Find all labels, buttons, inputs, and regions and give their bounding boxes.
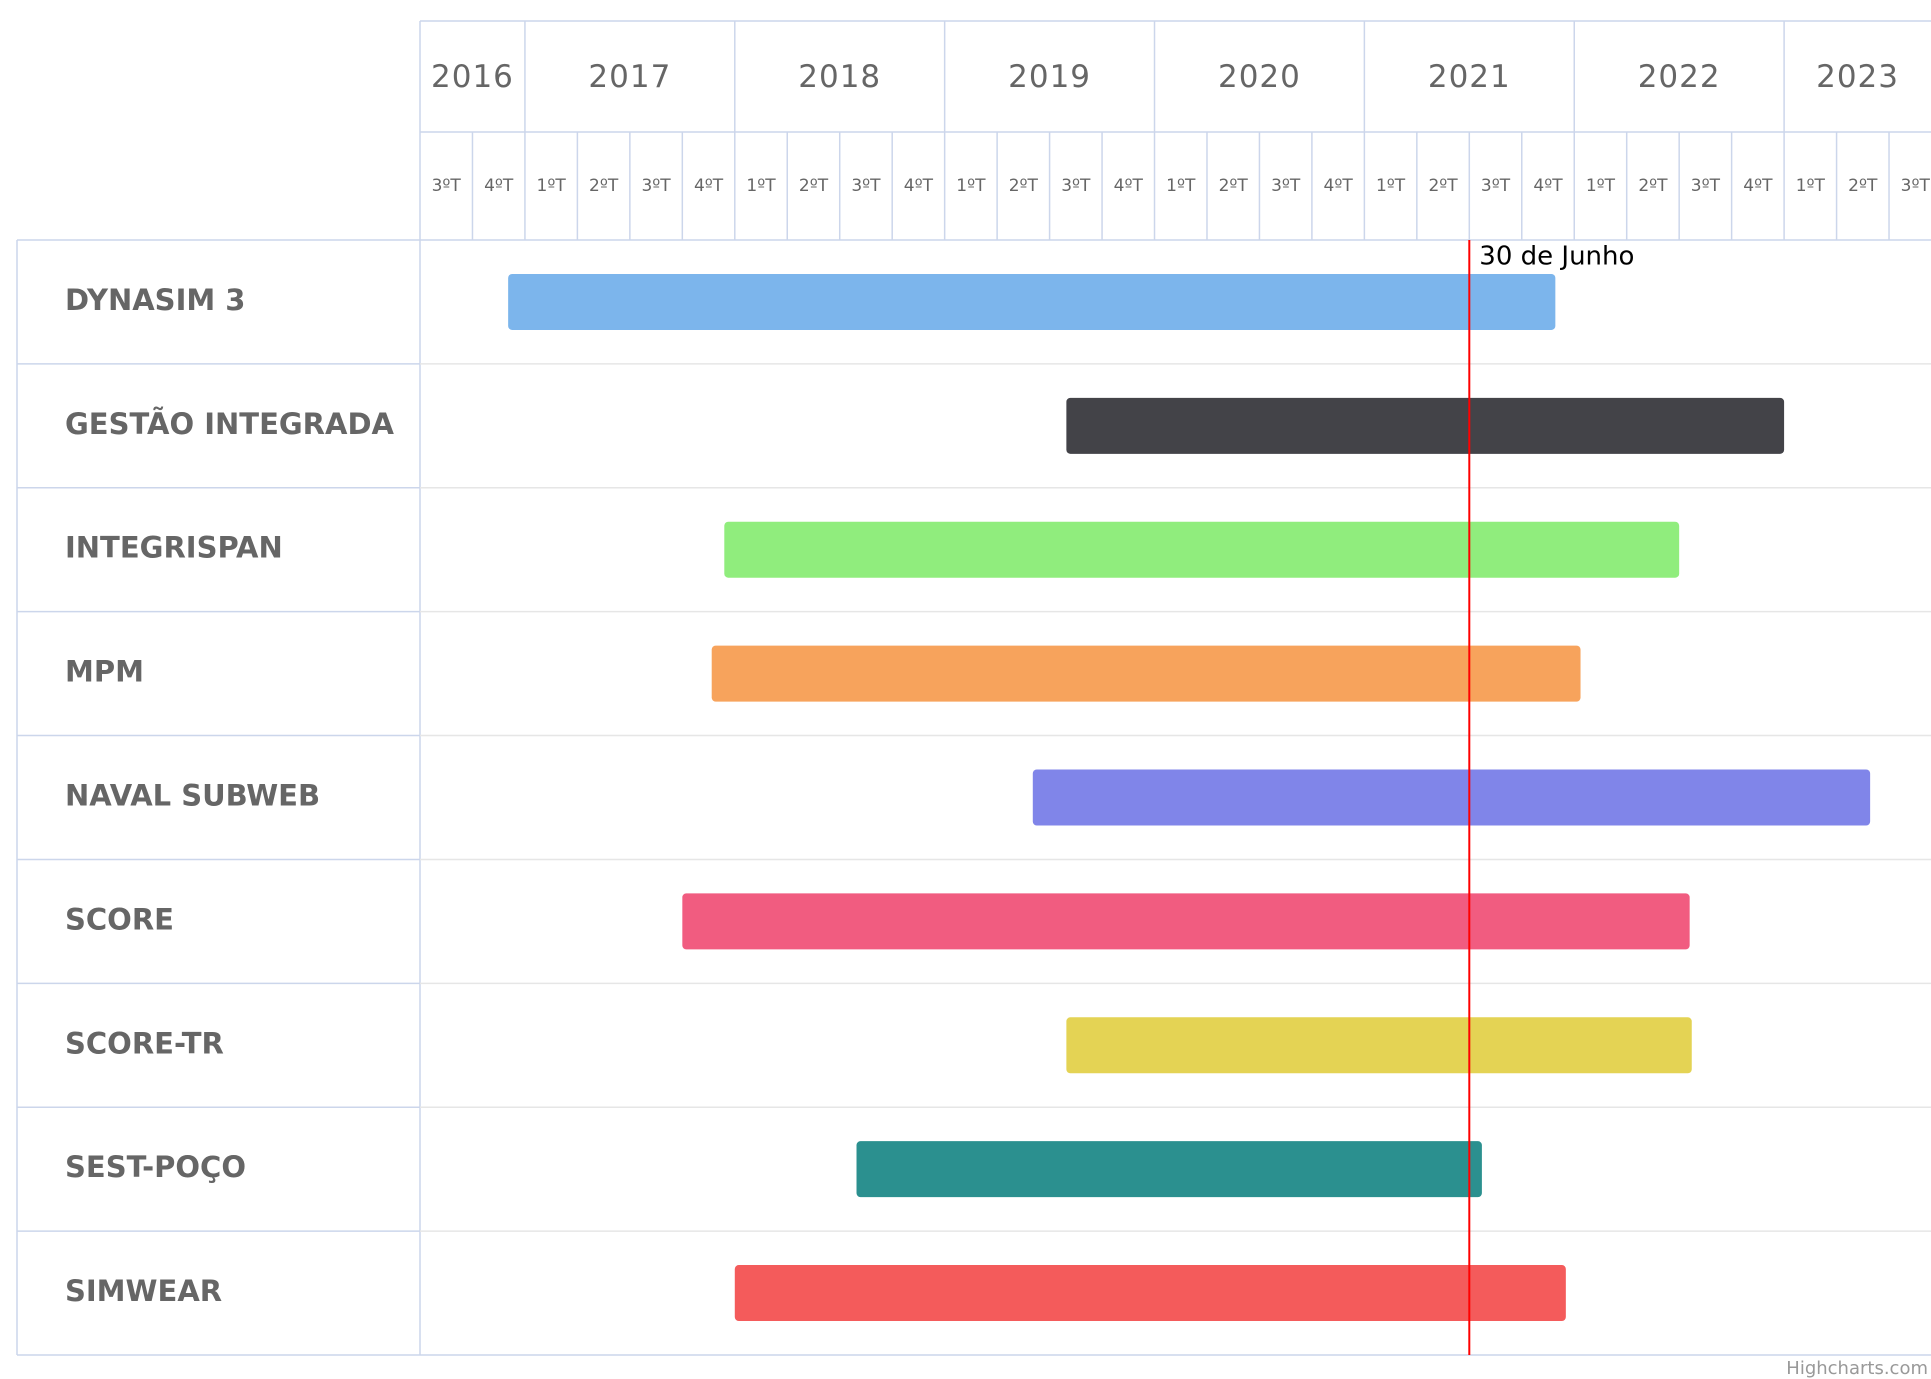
- quarter-label: 1ºT: [1166, 176, 1196, 196]
- task-bar: [856, 1141, 1482, 1198]
- year-label: 2017: [588, 59, 671, 95]
- credits: Highcharts.com: [1786, 1358, 1928, 1379]
- quarter-label: 3ºT: [851, 176, 881, 196]
- quarter-label: 1ºT: [537, 176, 567, 196]
- quarter-label: 2ºT: [589, 176, 619, 196]
- task-label: MPM: [65, 655, 144, 689]
- quarter-label: 2ºT: [1219, 176, 1249, 196]
- task-label: DYNASIM 3: [65, 283, 246, 317]
- year-label: 2021: [1428, 59, 1511, 95]
- today-label: 30 de Junho: [1479, 242, 1634, 272]
- task-bar: [724, 521, 1680, 578]
- task-label: SEST-POÇO: [65, 1150, 246, 1184]
- quarter-label: 2ºT: [1848, 176, 1878, 196]
- task-bar: [1066, 1017, 1692, 1074]
- task-bar: [508, 273, 1556, 330]
- quarter-label: 3ºT: [1901, 176, 1931, 196]
- year-label: 2022: [1638, 59, 1721, 95]
- task-label: INTEGRISPAN: [65, 531, 283, 565]
- task-label: SCORE-TR: [65, 1026, 224, 1060]
- quarter-label: 1ºT: [1376, 176, 1406, 196]
- quarter-label: 3ºT: [1691, 176, 1721, 196]
- quarter-label: 1ºT: [1586, 176, 1616, 196]
- quarter-label: 3ºT: [1271, 176, 1301, 196]
- task-bar: [734, 1265, 1566, 1322]
- quarter-label: 4ºT: [904, 176, 934, 196]
- quarter-label: 4ºT: [1533, 176, 1563, 196]
- quarter-label: 4ºT: [1324, 176, 1354, 196]
- quarter-label: 3ºT: [432, 176, 462, 196]
- quarter-label: 4ºT: [1743, 176, 1773, 196]
- quarter-label: 1ºT: [1796, 176, 1826, 196]
- task-label: SCORE: [65, 902, 174, 936]
- quarter-label: 4ºT: [1114, 176, 1144, 196]
- quarter-label: 1ºT: [956, 176, 986, 196]
- quarter-label: 2ºT: [799, 176, 829, 196]
- task-bar: [1066, 397, 1785, 454]
- quarter-label: 1ºT: [746, 176, 776, 196]
- task-bar: [682, 893, 1690, 950]
- year-label: 2019: [1008, 59, 1091, 95]
- quarter-label: 3ºT: [1061, 176, 1091, 196]
- quarter-label: 3ºT: [641, 176, 671, 196]
- year-label: 2018: [798, 59, 881, 95]
- quarter-label: 3ºT: [1481, 176, 1511, 196]
- task-bar: [1032, 769, 1871, 826]
- task-label: NAVAL SUBWEB: [65, 779, 320, 813]
- quarter-label: 4ºT: [694, 176, 724, 196]
- year-label: 2023: [1816, 59, 1899, 95]
- year-label: 2016: [431, 59, 514, 95]
- quarter-label: 4ºT: [484, 176, 514, 196]
- quarter-label: 2ºT: [1638, 176, 1668, 196]
- quarter-label: 2ºT: [1428, 176, 1458, 196]
- task-bar: [711, 645, 1581, 702]
- year-label: 2020: [1218, 59, 1301, 95]
- task-label: GESTÃO INTEGRADA: [65, 407, 395, 441]
- quarter-label: 2ºT: [1009, 176, 1039, 196]
- task-label: SIMWEAR: [65, 1274, 222, 1308]
